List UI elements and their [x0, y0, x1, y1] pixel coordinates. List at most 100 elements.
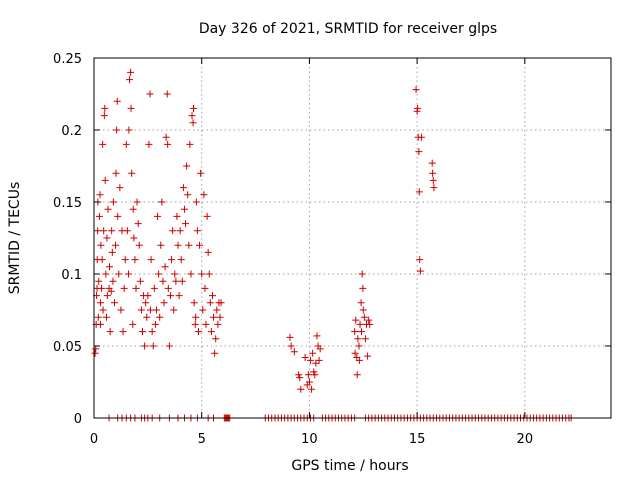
y-tick-label: 0 — [74, 412, 82, 427]
data-point — [355, 356, 363, 364]
data-point — [191, 320, 199, 328]
y-tick-label: 0.15 — [53, 196, 82, 211]
data-point — [286, 333, 294, 341]
data-point — [177, 256, 185, 264]
data-point — [107, 287, 115, 295]
data-point — [429, 176, 437, 184]
data-point — [133, 198, 141, 206]
data-point — [192, 313, 200, 321]
data-point — [109, 277, 117, 285]
chart-title: Day 326 of 2021, SRMTID for receiver glp… — [199, 21, 497, 37]
data-point — [187, 270, 195, 278]
x-tick-label: 15 — [409, 432, 426, 447]
data-point — [415, 148, 423, 156]
data-point — [175, 292, 183, 300]
axis-ticks: 0 5 10 15 20 0 0.05 0.1 0.15 0.2 0.25 — [53, 52, 611, 447]
data-point — [96, 191, 104, 199]
data-point — [102, 313, 110, 321]
data-point — [110, 299, 118, 307]
data-point — [306, 356, 314, 364]
data-point — [312, 359, 320, 367]
data-point — [315, 356, 323, 364]
data-point — [101, 176, 109, 184]
data-point — [134, 220, 142, 228]
data-point — [124, 270, 132, 278]
data-point — [190, 299, 198, 307]
data-point — [165, 342, 173, 350]
grid — [94, 58, 611, 418]
data-point — [173, 212, 181, 220]
data-point — [309, 349, 317, 357]
data-point — [359, 306, 367, 314]
data-point — [364, 352, 372, 360]
data-point — [170, 306, 178, 314]
data-point — [121, 256, 129, 264]
data-point — [305, 378, 313, 386]
data-point — [360, 313, 368, 321]
data-point — [190, 104, 198, 112]
data-point — [351, 328, 359, 336]
data-point — [168, 256, 176, 264]
data-point — [116, 184, 124, 192]
data-point — [98, 284, 106, 292]
data-point — [108, 248, 116, 256]
data-point — [296, 374, 304, 382]
data-point — [103, 292, 111, 300]
data-point — [212, 335, 220, 343]
data-point — [100, 112, 108, 120]
data-point — [189, 119, 197, 127]
data-point — [197, 169, 205, 177]
data-point — [202, 320, 210, 328]
data-point — [142, 299, 150, 307]
data-point — [176, 227, 184, 235]
data-point — [203, 212, 211, 220]
data-point — [101, 104, 109, 112]
data-point — [120, 284, 128, 292]
data-point — [126, 76, 134, 84]
data-point — [353, 371, 361, 379]
data-point — [174, 241, 182, 249]
data-point — [204, 248, 212, 256]
data-point — [104, 205, 112, 213]
data-point — [304, 371, 312, 379]
data-point — [352, 316, 360, 324]
data-point — [301, 354, 309, 362]
data-point — [146, 90, 154, 98]
x-tick-label: 20 — [517, 432, 534, 447]
data-point — [91, 349, 99, 357]
y-tick-label: 0.25 — [53, 52, 82, 67]
data-point — [135, 241, 143, 249]
data-point — [127, 104, 135, 112]
data-point — [95, 212, 103, 220]
data-point — [162, 133, 170, 141]
data-point — [184, 191, 192, 199]
data-point — [193, 227, 201, 235]
data-point — [310, 368, 318, 376]
data-point — [149, 342, 157, 350]
data-point — [113, 97, 121, 105]
data-point — [308, 385, 316, 393]
data-point — [430, 184, 438, 192]
data-point — [154, 212, 162, 220]
data-point — [172, 277, 180, 285]
data-point — [146, 306, 154, 314]
data-point — [171, 270, 179, 278]
data-point — [208, 292, 216, 300]
data-point — [95, 277, 103, 285]
data-point — [150, 284, 158, 292]
data-point — [351, 349, 359, 357]
data-point — [365, 316, 373, 324]
data-point — [113, 126, 121, 134]
data-point — [99, 306, 107, 314]
data-point — [128, 169, 136, 177]
data-point — [357, 299, 365, 307]
data-point — [130, 234, 138, 242]
data-point — [192, 198, 200, 206]
data-point — [94, 227, 102, 235]
data-point — [129, 205, 137, 213]
y-tick-label: 0.2 — [61, 124, 82, 139]
data-point — [157, 241, 165, 249]
data-point — [415, 188, 423, 196]
data-point — [361, 335, 369, 343]
data-point — [141, 342, 149, 350]
